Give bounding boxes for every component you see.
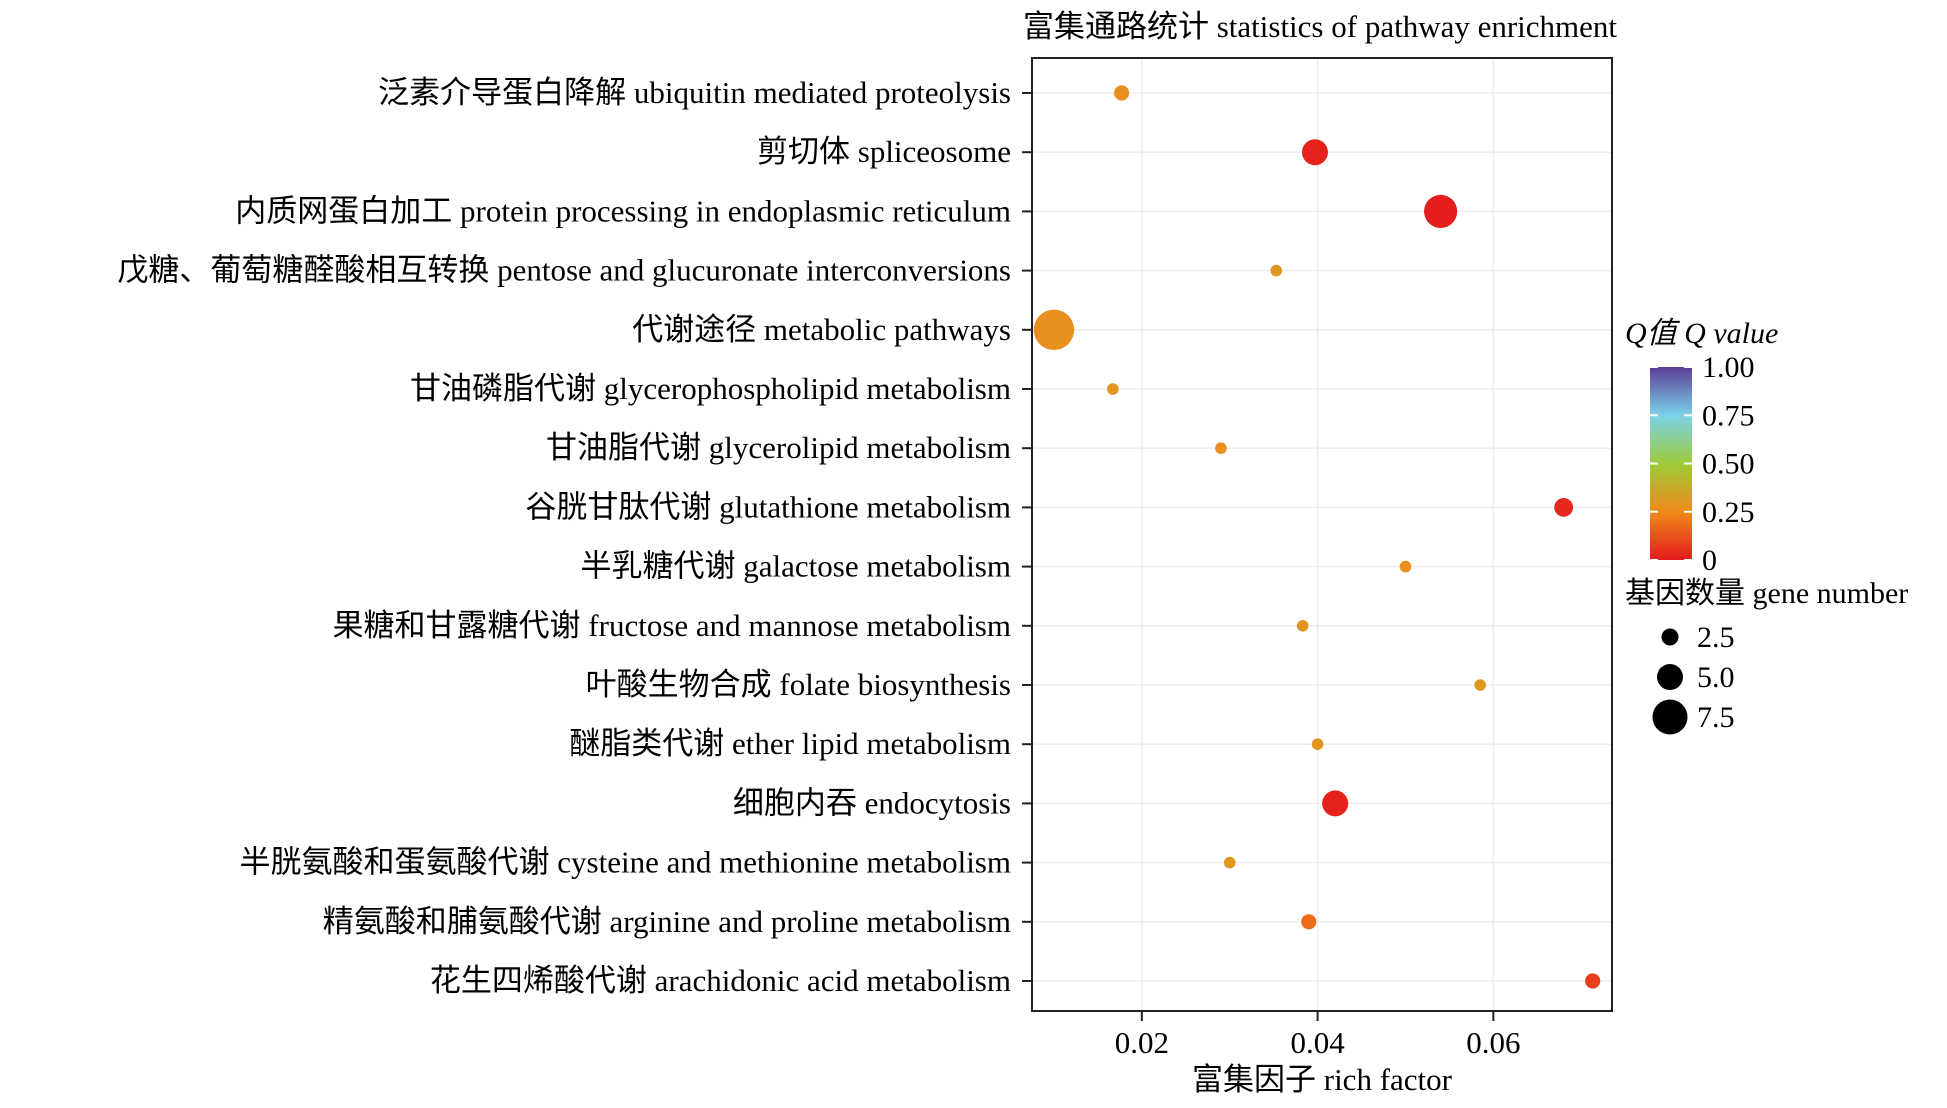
plot-area (1032, 58, 1612, 1011)
chart-title: 富集通路统计 statistics of pathway enrichment (1023, 9, 1617, 44)
data-points (1033, 85, 1601, 989)
category-labels: 泛素介导蛋白降解 ubiquitin mediated proteolysis 剪… (117, 75, 1011, 998)
q-value-ticks: 1.00 0.75 0.50 0.25 0 (1650, 351, 1755, 577)
x-tick-label: 0.06 (1466, 1025, 1520, 1060)
q-value-legend-title: Q值 Q value (1625, 317, 1778, 350)
category-label: 泛素介导蛋白降解 ubiquitin mediated proteolysis (378, 75, 1011, 110)
x-tick-label: 0.02 (1115, 1025, 1169, 1060)
gene-number-legend: 基因数量 gene number 2.5 5.0 7.5 (1625, 577, 1908, 735)
category-label: 细胞内吞 endocytosis (733, 785, 1011, 820)
x-ticks: 0.02 0.04 0.06 (1115, 1011, 1520, 1060)
size-legend-dot (1657, 664, 1683, 690)
data-point (1107, 383, 1119, 395)
data-point (1301, 914, 1317, 930)
category-label: 内质网蛋白加工 protein processing in endoplasmi… (235, 193, 1011, 228)
plot-frame (1031, 57, 1613, 1012)
q-value-legend: Q值 Q value 1.00 0.75 0.50 0.25 0 (1625, 317, 1778, 577)
data-point (1399, 560, 1412, 573)
colorbar-tick-label: 0 (1702, 544, 1717, 577)
data-point (1311, 738, 1324, 750)
category-label: 代谢途径 metabolic pathways (632, 312, 1011, 347)
data-point (1585, 973, 1601, 989)
category-label: 花生四烯酸代谢 arachidonic acid metabolism (430, 963, 1011, 998)
category-label: 甘油脂代谢 glycerolipid metabolism (546, 430, 1011, 465)
category-label: 剪切体 spliceosome (757, 134, 1011, 169)
data-point (1270, 264, 1283, 277)
data-point (1223, 856, 1236, 869)
data-point (1474, 679, 1486, 691)
gene-number-items: 2.5 5.0 7.5 (1652, 621, 1735, 735)
size-legend-label: 2.5 (1697, 621, 1735, 654)
data-point (1215, 442, 1227, 455)
category-label: 叶酸生物合成 folate biosynthesis (586, 667, 1011, 702)
category-label: 果糖和甘露糖代谢 fructose and mannose metabolism (333, 608, 1011, 643)
data-point (1424, 194, 1458, 228)
category-label: 精氨酸和脯氨酸代谢 arginine and proline metabolis… (323, 904, 1011, 939)
data-point (1322, 790, 1349, 817)
data-point (1554, 498, 1574, 517)
data-point (1296, 620, 1309, 632)
category-label: 甘油磷脂代谢 glycerophospholipid metabolism (410, 371, 1011, 406)
colorbar-tick-label: 1.00 (1702, 351, 1755, 384)
colorbar-tick-label: 0.25 (1702, 496, 1755, 529)
category-label: 醚脂类代谢 ether lipid metabolism (569, 726, 1011, 761)
x-axis-label: 富集因子 rich factor (1192, 1062, 1453, 1097)
category-label: 半乳糖代谢 galactose metabolism (581, 549, 1011, 584)
size-legend-label: 5.0 (1697, 661, 1735, 694)
data-point (1114, 85, 1130, 101)
data-point (1033, 309, 1075, 350)
size-legend-label: 7.5 (1697, 701, 1735, 734)
category-label: 半胱氨酸和蛋氨酸代谢 cysteine and methionine metab… (240, 845, 1011, 880)
data-point (1301, 139, 1328, 166)
size-legend-dot (1661, 628, 1679, 646)
colorbar-tick-label: 0.50 (1702, 448, 1755, 481)
colorbar-tick-label: 0.75 (1702, 399, 1755, 432)
size-legend-dot (1652, 699, 1688, 735)
y-ticks (1022, 92, 1032, 982)
gene-number-legend-title: 基因数量 gene number (1625, 577, 1908, 610)
x-tick-label: 0.04 (1290, 1025, 1345, 1060)
grid-lines (1032, 58, 1612, 1011)
category-label: 戊糖、葡萄糖醛酸相互转换 pentose and glucuronate int… (117, 253, 1011, 288)
category-label: 谷胱甘肽代谢 glutathione metabolism (525, 489, 1011, 524)
